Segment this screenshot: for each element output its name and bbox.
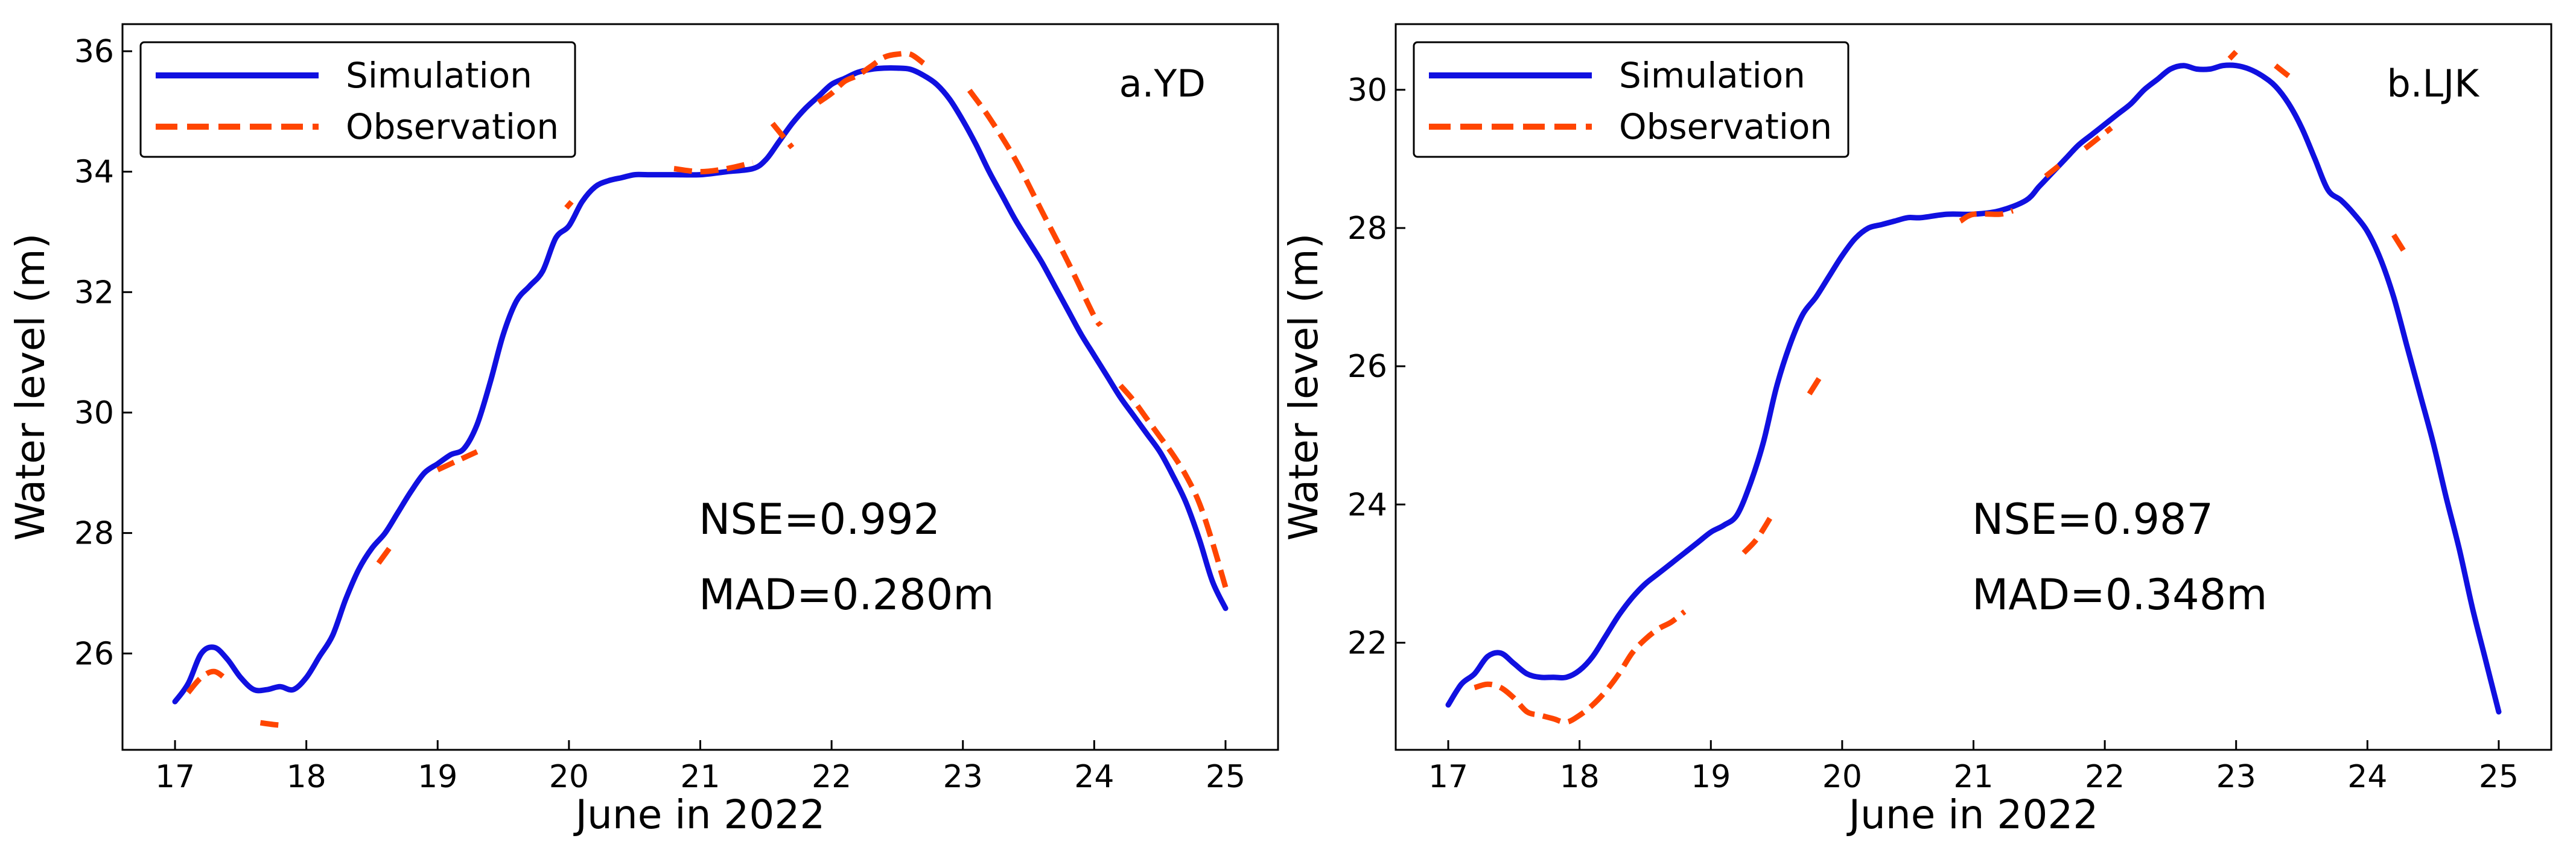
panel-a-y-ticks: 26 28 30 32 34 36	[74, 34, 132, 672]
panel-a-observation-segment	[376, 543, 394, 565]
panel-b-nse-annotation: NSE=0.987	[1972, 495, 2213, 544]
panel-b-x-tick-label: 20	[1822, 759, 1862, 795]
panel-b-legend-box	[1413, 41, 1849, 158]
panel-b-observation-segment	[1959, 208, 2014, 224]
panel-a-x-tick-label: 22	[812, 759, 851, 795]
panel-b-x-tick-label: 23	[2216, 759, 2256, 795]
panel-a-y-tick-label: 32	[74, 274, 114, 311]
panel-b-y-ticks: 22 24 26 28 30	[1347, 72, 1405, 661]
panel-a-observation-segment	[816, 51, 926, 105]
panel-b-y-tick-label: 26	[1347, 349, 1387, 385]
panel-b-y-tick-label: 22	[1347, 625, 1387, 661]
panel-b-observation-segment	[2227, 49, 2238, 61]
panel-a-x-tick-label: 19	[418, 759, 457, 795]
panel-a-y-tick-label: 26	[74, 636, 114, 672]
panel-b-ljk: 17 18 19 20 21 22 23 24 25 22 24 26 28 30 Water leve…	[1280, 23, 2552, 838]
panel-a-observation-series	[186, 51, 1229, 729]
panel-a-yd: 17 18 19 20 21 22 23 24 25 26 28 30 32 34 36 Water le…	[7, 23, 1279, 838]
panel-a-legend-simulation-label: Simulation	[346, 55, 532, 96]
panel-a-y-tick-label: 36	[74, 34, 114, 70]
panel-a-legend-box	[139, 41, 576, 158]
panel-b-observation-segment	[2391, 233, 2409, 258]
panel-a-x-tick-label: 21	[680, 759, 720, 795]
panel-b-observation-segment	[2044, 163, 2061, 179]
panel-b-observation-segment	[1807, 372, 1825, 396]
panel-a-observation-segment	[770, 121, 795, 150]
panel-a-observation-segment	[967, 89, 1103, 328]
panel-a-y-tick-label: 28	[74, 516, 114, 552]
panel-b-x-tick-label: 22	[2085, 759, 2125, 795]
panel-a-label: a.YD	[1119, 62, 1206, 106]
panel-b-mad-annotation: MAD=0.348m	[1972, 570, 2267, 620]
panel-a-x-tick-label: 25	[1206, 759, 1245, 795]
panel-b-x-tick-label: 18	[1560, 759, 1600, 795]
panel-a-observation-segment	[436, 449, 479, 472]
panel-a-x-tick-label: 17	[155, 759, 195, 795]
panel-a-simulation-series	[172, 65, 1229, 705]
panel-a-observation-segment	[673, 160, 754, 175]
panel-b-y-tick-label: 24	[1347, 487, 1387, 523]
panel-a-x-tick-label: 24	[1074, 759, 1114, 795]
panel-b-x-tick-label: 21	[1953, 759, 1993, 795]
panel-a-observation-segment	[564, 200, 574, 210]
panel-a-y-axis-label: Water level (m)	[7, 233, 54, 541]
panel-b-observation-segment	[1741, 516, 1773, 555]
panel-b-x-axis-label: June in 2022	[1846, 791, 2099, 838]
panel-b-x-tick-label: 24	[2347, 759, 2387, 795]
panel-b-x-tick-label: 25	[2479, 759, 2519, 795]
panel-b-y-axis-label: Water level (m)	[1280, 233, 1327, 541]
panel-b-x-tick-label: 19	[1691, 759, 1731, 795]
panel-a-legend: Simulation Observation	[139, 41, 576, 158]
panel-a-y-tick-label: 30	[74, 395, 114, 431]
panel-a-x-tick-label: 23	[943, 759, 983, 795]
panel-b-legend: Simulation Observation	[1413, 41, 1849, 158]
panel-b-observation-segment	[2083, 125, 2113, 151]
panel-a-legend-observation-label: Observation	[346, 106, 559, 147]
panel-b-observation-series	[1474, 49, 2409, 725]
panel-b-label: b.LJK	[2387, 62, 2479, 106]
panel-b-y-tick-label: 30	[1347, 72, 1387, 109]
panel-a-observation-segment	[259, 720, 287, 729]
panel-b-x-tick-label: 17	[1428, 759, 1468, 795]
panel-a-x-axis-label: June in 2022	[573, 791, 825, 838]
panel-a-simulation-line	[172, 65, 1229, 705]
panel-a-observation-segment	[1118, 384, 1229, 588]
panel-a-x-tick-label: 18	[287, 759, 326, 795]
panel-b-legend-observation-label: Observation	[1619, 106, 1832, 147]
panel-b-x-ticks: 17 18 19 20 21 22 23 24 25	[1428, 740, 2519, 795]
panel-b-legend-simulation-label: Simulation	[1619, 55, 1805, 96]
panel-a-mad-annotation: MAD=0.280m	[699, 570, 994, 620]
panel-a-y-tick-label: 34	[74, 154, 114, 191]
panel-a-x-tick-label: 20	[549, 759, 589, 795]
panel-b-observation-segment	[2274, 63, 2291, 78]
panel-a-x-ticks: 17 18 19 20 21 22 23 24 25	[155, 740, 1245, 795]
panel-b-observation-segment	[1474, 609, 1687, 725]
panel-a-nse-annotation: NSE=0.992	[699, 495, 940, 544]
panel-a-observation-segment	[186, 668, 229, 695]
panel-b-y-tick-label: 28	[1347, 211, 1387, 247]
